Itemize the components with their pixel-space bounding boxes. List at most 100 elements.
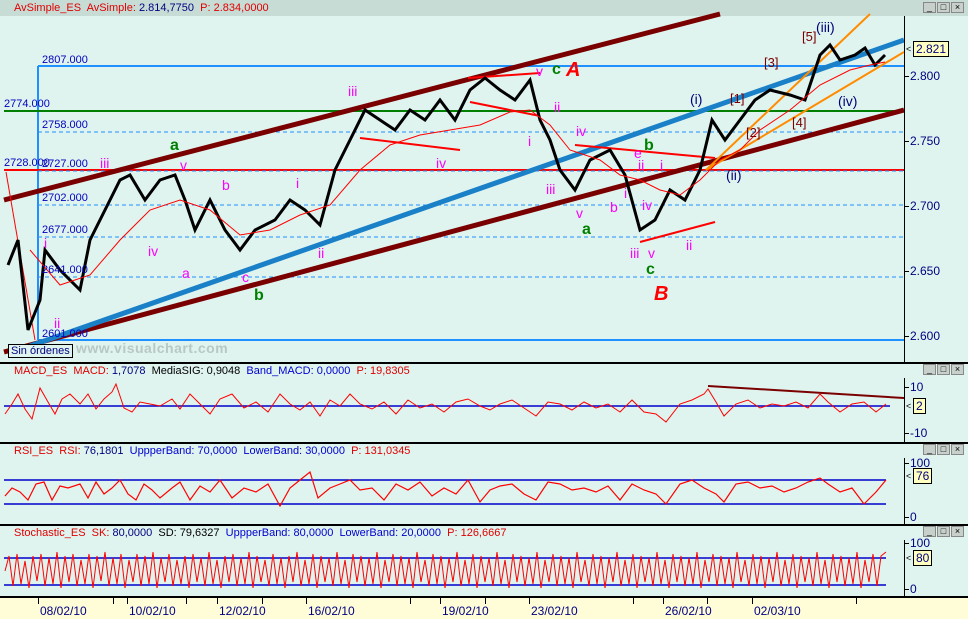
sk-value: 80,0000 xyxy=(112,527,153,539)
date-label: 08/02/10 xyxy=(40,604,87,618)
macd-axis[interactable]: 10 -10 2 xyxy=(904,378,968,442)
window-controls: _ □ × xyxy=(923,364,964,375)
sig-label: MediaSIG: xyxy=(151,365,204,377)
order-status-box[interactable]: Sin órdenes xyxy=(8,344,73,358)
sd-value: 79,6327 xyxy=(179,527,220,539)
wave-label: c xyxy=(552,61,561,78)
time-axis[interactable]: 08/02/10 10/02/10 12/02/10 16/02/10 19/0… xyxy=(0,598,968,619)
stochastic-chart-canvas[interactable] xyxy=(0,526,904,596)
wave-label: (iv) xyxy=(838,93,858,109)
symbol-name: AvSimple_ES xyxy=(14,2,82,14)
sd-label: SD: xyxy=(158,527,177,539)
close-button[interactable]: × xyxy=(951,364,964,375)
maximize-button[interactable]: □ xyxy=(937,364,950,375)
wave-label: ii xyxy=(54,315,61,331)
level-2758: 2758.000 xyxy=(42,119,88,131)
y-tick: 0 xyxy=(905,510,917,524)
y-tick: 100 xyxy=(905,536,930,550)
stochastic-axis[interactable]: 100 0 80 xyxy=(904,536,968,596)
maximize-button[interactable]: □ xyxy=(937,2,950,13)
wave-label: v xyxy=(180,157,187,173)
level-2677: 2677.000 xyxy=(42,224,88,236)
period-label: P: xyxy=(200,2,211,14)
last-value-tag: 80 xyxy=(906,550,933,566)
stochastic-pane-header: Stochastic_ES SK: 80,0000 SD: 79,6327 Up… xyxy=(0,526,968,540)
indicator-label: AvSimple: xyxy=(86,2,136,14)
minimize-button[interactable]: _ xyxy=(923,364,936,375)
sk-label: SK: xyxy=(91,527,110,539)
wave-label: [2] xyxy=(746,125,761,140)
level-2727: 2727.000 xyxy=(42,158,88,170)
level-2807: 2807.000 xyxy=(42,54,88,66)
level-2728: 2728.000 xyxy=(4,157,50,169)
wave-label: ii xyxy=(318,245,325,261)
macd-chart-canvas[interactable] xyxy=(0,364,904,442)
wave-label: v xyxy=(536,63,543,79)
macd-pane-header: MACD_ES MACD: 1,7078 MediaSIG: 0,9048 Ba… xyxy=(0,364,968,378)
rsi-chart-canvas[interactable] xyxy=(0,444,904,524)
close-button[interactable]: × xyxy=(951,2,964,13)
maximize-button[interactable]: □ xyxy=(937,526,950,537)
date-label: 10/02/10 xyxy=(129,604,176,618)
lower-value: 20,0000 xyxy=(401,527,441,539)
wave-label: iv xyxy=(642,197,653,213)
wave-label: i xyxy=(624,185,628,201)
rsi-axis[interactable]: 100 0 76 xyxy=(904,456,968,524)
period-label: P: xyxy=(447,527,458,539)
wave-label: v xyxy=(648,245,655,261)
lower-label: LowerBand: xyxy=(243,445,303,457)
wave-label: c xyxy=(242,269,249,285)
rsi-value: 76,1801 xyxy=(83,445,124,457)
date-label: 02/03/10 xyxy=(754,604,801,618)
window-controls: _ □ × xyxy=(923,2,964,13)
date-label: 12/02/10 xyxy=(219,604,266,618)
watermark: www.visualchart.com xyxy=(76,340,229,356)
price-chart-canvas[interactable] xyxy=(0,0,904,362)
period-value: 126,6667 xyxy=(460,527,507,539)
date-label: 16/02/10 xyxy=(308,604,355,618)
level-2702: 2702.000 xyxy=(42,192,88,204)
wave-label: [3] xyxy=(764,55,779,70)
wave-label: e xyxy=(634,145,642,161)
close-button[interactable]: × xyxy=(951,526,964,537)
rsi-label: RSI: xyxy=(59,445,81,457)
window-controls: _ □ × xyxy=(923,526,964,537)
rsi-pane[interactable]: RSI_ES RSI: 76,1801 UppperBand: 70,0000 … xyxy=(0,444,968,526)
window-controls: _ □ × xyxy=(923,444,964,455)
wave-label: ii xyxy=(638,157,645,173)
maximize-button[interactable]: □ xyxy=(937,444,950,455)
wave-label: iv xyxy=(436,155,447,171)
wave-label-A: A xyxy=(566,59,581,81)
date-label: 26/02/10 xyxy=(665,604,712,618)
wave-label: v xyxy=(576,205,583,221)
price-pane[interactable]: AvSimple_ES AvSimple: 2.814,7750 P: 2.83… xyxy=(0,0,968,364)
y-tick: 2.650 xyxy=(905,264,940,278)
wave-label: iii xyxy=(546,181,556,197)
wave-label: a xyxy=(170,137,179,154)
level-2641: 2641.000 xyxy=(42,264,88,276)
period-value: 19,8305 xyxy=(370,365,410,377)
wave-label: i xyxy=(660,157,664,173)
date-label: 23/02/10 xyxy=(531,604,578,618)
y-tick: 2.750 xyxy=(905,134,940,148)
rsi-name: RSI_ES xyxy=(14,445,54,457)
minimize-button[interactable]: _ xyxy=(923,2,936,13)
y-tick: 2.800 xyxy=(905,69,940,83)
lower-label: LowerBand: xyxy=(339,527,399,539)
wave-label: i xyxy=(296,175,300,191)
wave-label: a xyxy=(582,221,591,238)
wave-label: b xyxy=(610,199,618,215)
minimize-button[interactable]: _ xyxy=(923,444,936,455)
upper-label: UppperBand: xyxy=(129,445,195,457)
y-tick: 100 xyxy=(905,456,930,470)
stochastic-pane[interactable]: Stochastic_ES SK: 80,0000 SD: 79,6327 Up… xyxy=(0,526,968,598)
macd-name: MACD_ES xyxy=(14,365,68,377)
wave-label: iii xyxy=(348,83,358,99)
wave-label: iv xyxy=(576,123,587,139)
indicator-value: 2.814,7750 xyxy=(138,2,195,14)
macd-pane[interactable]: MACD_ES MACD: 1,7078 MediaSIG: 0,9048 Ba… xyxy=(0,364,968,444)
period-label: P: xyxy=(356,365,367,377)
period-value: 2.834,0000 xyxy=(213,2,269,14)
price-axis[interactable]: 2.800 2.750 2.700 2.650 2.600 2.821 xyxy=(904,16,968,362)
close-button[interactable]: × xyxy=(951,444,964,455)
